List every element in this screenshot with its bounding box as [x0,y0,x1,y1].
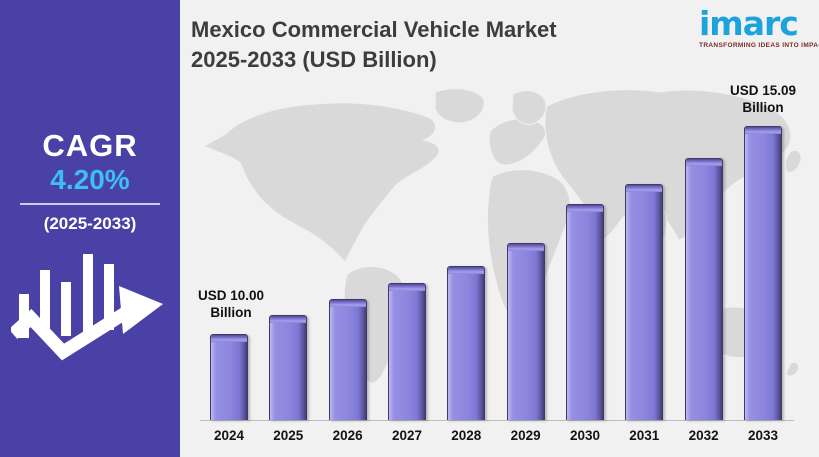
x-tick-2031: 2031 [629,428,660,443]
growth-chart-icon [11,254,163,361]
sidebar: CAGR 4.20% (2025-2033) [0,0,180,457]
bar-2033 [744,126,782,420]
bar-2024 [210,334,248,420]
x-tick-2032: 2032 [688,428,719,443]
imarc-logo: imarc TRANSFORMING IDEAS INTO IMPACT [699,4,819,50]
x-tick-2026: 2026 [332,428,363,443]
bar-2030 [566,204,604,420]
x-tick-2028: 2028 [451,428,482,443]
logo-tagline: TRANSFORMING IDEAS INTO IMPACT [699,42,819,49]
bar-2028 [447,266,486,420]
bar-2025 [269,315,308,420]
x-tick-2024: 2024 [213,428,245,443]
bar-2031 [625,184,664,420]
bar-2027 [388,283,426,420]
map-greenland [434,88,485,124]
bar-2029 [506,243,545,420]
cagr-label: CAGR [42,128,138,163]
bar-chart: 2024 2025 2026 2027 2028 2029 2030 2031 2032 2033 [200,100,794,443]
map-scandinavia [511,90,547,125]
cagr-value: 4.20% [50,164,130,195]
x-tick-2033: 2033 [747,428,779,443]
logo-wordmark: imarc [699,4,799,43]
x-tick-2025: 2025 [273,428,304,443]
annotation-first-bar: USD 10.00 Billion [197,288,265,320]
page-title: Mexico Commercial Vehicle Market 2025-20… [191,15,691,75]
bar-2032 [684,158,723,420]
x-tick-2029: 2029 [510,428,541,443]
page-title-line2: 2025-2033 (USD Billion) [191,47,437,72]
cagr-divider [20,203,160,205]
map-new-zealand [785,361,799,377]
cagr-period: (2025-2033) [43,214,137,233]
x-tick-2027: 2027 [391,428,423,443]
map-japan [784,149,802,173]
map-north-america [202,102,440,263]
x-tick-2030: 2030 [569,428,601,443]
bar-2026 [328,299,367,420]
annotation-last-bar: USD 15.09 Billion [729,83,797,115]
page-title-line1: Mexico Commercial Vehicle Market [191,17,557,42]
